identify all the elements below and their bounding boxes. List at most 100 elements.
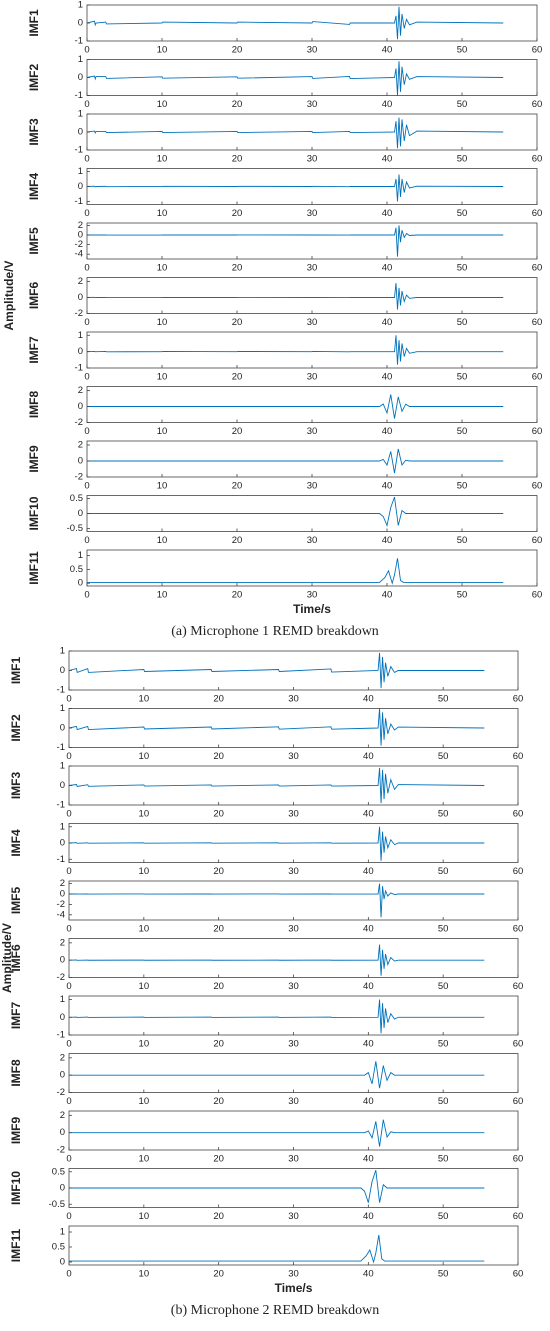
x-tick-label: 50 — [457, 208, 468, 219]
y-tick-label: 1 — [60, 646, 65, 657]
x-tick-label: 60 — [513, 1269, 524, 1280]
x-tick-label: 20 — [213, 866, 224, 877]
x-tick-label: 40 — [382, 263, 393, 274]
x-tick-label: 20 — [213, 981, 224, 992]
y-tick-label: 1 — [60, 821, 65, 832]
x-tick-label: 50 — [438, 1096, 449, 1107]
x-tick-label: 50 — [457, 317, 468, 328]
x-tick-label: 0 — [66, 981, 71, 992]
x-tick-label: 50 — [457, 263, 468, 274]
y-tick-label: -1 — [75, 196, 83, 207]
x-tick-label: 20 — [213, 751, 224, 762]
x-tick-label: 30 — [307, 45, 318, 56]
x-tick-label: 20 — [232, 372, 243, 383]
x-tick-label: 10 — [157, 590, 168, 601]
x-tick-label: 10 — [157, 535, 168, 546]
signal-line — [86, 335, 504, 365]
x-tick-label: 10 — [139, 866, 150, 877]
x-tick-label: 60 — [513, 924, 524, 935]
x-tick-label: 20 — [213, 809, 224, 820]
x-tick-label: 0 — [84, 99, 89, 110]
x-tick-label: 60 — [532, 426, 543, 437]
x-tick-label: 0 — [84, 208, 89, 219]
x-tick-label: 10 — [157, 426, 168, 437]
x-tick-label: 40 — [382, 372, 393, 383]
x-tick-label: 50 — [438, 924, 449, 935]
x-tick-label: 10 — [157, 208, 168, 219]
x-tick-label: 30 — [307, 590, 318, 601]
x-tick-label: 40 — [382, 535, 393, 546]
y-tick-label: -1 — [57, 1030, 65, 1041]
x-tick-label: 30 — [307, 263, 318, 274]
x-tick-label: 30 — [307, 426, 318, 437]
x-tick-label: 40 — [382, 481, 393, 492]
x-tick-label: 40 — [363, 981, 374, 992]
x-tick-label: 40 — [363, 694, 374, 705]
x-tick-label: 40 — [382, 426, 393, 437]
x-tick-label: 20 — [232, 263, 243, 274]
y-tick-label: -4 — [75, 249, 83, 260]
x-tick-label: 20 — [232, 99, 243, 110]
figure-caption: (a) Microphone 1 REMD breakdown — [171, 624, 379, 639]
x-tick-label: 60 — [532, 154, 543, 165]
y-tick-label: -2 — [57, 1087, 65, 1098]
axes-frame — [86, 222, 538, 260]
signal-line — [86, 6, 504, 40]
y-tick-label: -2 — [57, 972, 65, 983]
x-tick-label: 10 — [157, 99, 168, 110]
x-tick-label: 40 — [382, 208, 393, 219]
x-tick-label: 40 — [382, 317, 393, 328]
x-tick-label: 20 — [232, 590, 243, 601]
y-tick-label: 0 — [78, 230, 83, 241]
x-tick-label: 10 — [139, 809, 150, 820]
y-tick-label: -1 — [57, 742, 65, 753]
signal-line — [86, 225, 504, 257]
y-tick-label: 2 — [78, 385, 83, 396]
signal-line — [68, 883, 485, 918]
y-tick-label: 0 — [78, 292, 83, 303]
y-tick-label: -0.5 — [49, 1199, 65, 1210]
x-tick-label: 60 — [513, 751, 524, 762]
y-tick-label: 0 — [78, 456, 83, 467]
x-tick-label: 0 — [66, 1039, 71, 1050]
y-tick-label: 0 — [60, 665, 65, 676]
x-tick-label: 30 — [288, 694, 299, 705]
x-tick-label: 0 — [66, 809, 71, 820]
y-tick-label: -2 — [75, 472, 83, 483]
x-tick-label: 40 — [363, 809, 374, 820]
axes-frame — [86, 549, 538, 587]
x-tick-label: 20 — [232, 45, 243, 56]
x-tick-label: 30 — [307, 208, 318, 219]
y-tick-label: 1 — [60, 761, 65, 772]
y-tick-label: -2 — [75, 417, 83, 428]
x-tick-label: 20 — [232, 481, 243, 492]
signal-line — [68, 708, 485, 746]
axes-frame — [68, 938, 519, 978]
y-tick-label: 1 — [60, 703, 65, 714]
y-tick-label: 1 — [78, 109, 83, 120]
x-tick-label: 20 — [232, 208, 243, 219]
signal-line — [69, 1119, 485, 1147]
x-tick-label: 10 — [139, 1154, 150, 1165]
panel-label: IMF2 — [27, 64, 41, 92]
x-tick-label: 40 — [363, 751, 374, 762]
x-tick-label: 30 — [288, 866, 299, 877]
x-tick-label: 20 — [232, 535, 243, 546]
x-tick-label: 50 — [457, 45, 468, 56]
y-tick-label: 0 — [78, 346, 83, 357]
axes-frame — [86, 440, 538, 478]
x-tick-label: 30 — [307, 372, 318, 383]
x-tick-label: 60 — [513, 981, 524, 992]
x-tick-label: 50 — [438, 866, 449, 877]
x-tick-label: 50 — [438, 981, 449, 992]
y-tick-label: -2 — [75, 308, 83, 319]
x-tick-label: 20 — [213, 924, 224, 935]
y-tick-label: 0 — [60, 1183, 65, 1194]
y-tick-label: 0.5 — [70, 493, 83, 504]
x-tick-label: 10 — [157, 154, 168, 165]
signal-line — [86, 174, 504, 202]
x-tick-label: 30 — [288, 1154, 299, 1165]
x-tick-label: 0 — [84, 263, 89, 274]
x-tick-label: 10 — [157, 317, 168, 328]
x-tick-label: 30 — [288, 981, 299, 992]
